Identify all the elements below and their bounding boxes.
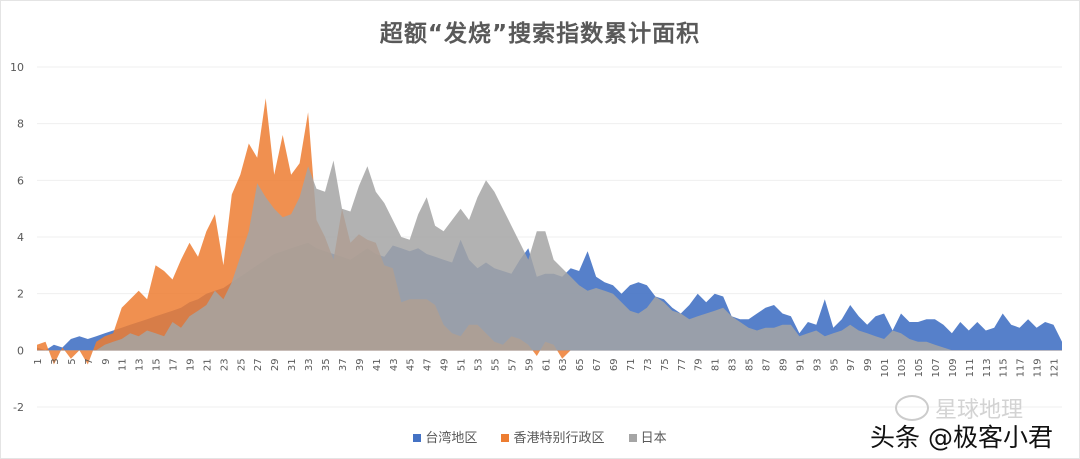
x-tick-label: 95 <box>829 358 840 371</box>
x-tick-label: 37 <box>338 358 349 371</box>
x-tick-label: 49 <box>440 358 451 371</box>
x-tick-label: 41 <box>372 358 383 371</box>
x-tick-label: 91 <box>795 358 806 371</box>
y-tick-label: 4 <box>17 231 24 244</box>
x-tick-label: 119 <box>1033 358 1044 377</box>
x-tick-label: 17 <box>169 358 180 371</box>
x-tick-label: 115 <box>999 358 1010 377</box>
x-tick-label: 109 <box>948 358 959 377</box>
watermark-author: 头条 @极客小君 <box>870 423 1053 452</box>
x-tick-label: 97 <box>846 358 857 371</box>
watermark-text: 星球地理 <box>935 398 1024 423</box>
x-tick-label: 11 <box>118 358 129 371</box>
x-tick-label: 47 <box>423 358 434 371</box>
x-tick-label: 63 <box>558 358 569 371</box>
x-tick-label: 53 <box>473 358 484 371</box>
x-tick-label: 89 <box>778 358 789 371</box>
x-tick-label: 103 <box>897 358 908 377</box>
x-tick-label: 19 <box>185 358 196 371</box>
x-tick-label: 33 <box>304 358 315 371</box>
x-tick-label: 83 <box>728 358 739 371</box>
y-tick-label: 6 <box>17 174 24 187</box>
x-tick-label: 65 <box>575 358 586 371</box>
legend-label: 日本 <box>640 431 667 446</box>
x-tick-label: 59 <box>524 358 535 371</box>
x-tick-label: 9 <box>101 358 112 364</box>
x-tick-label: 21 <box>202 358 213 371</box>
chart-title: 超额“发烧”搜索指数累计面积 <box>379 21 701 47</box>
x-tick-label: 71 <box>626 358 637 371</box>
x-tick-label: 107 <box>931 358 942 377</box>
x-tick-label: 43 <box>389 358 400 371</box>
legend-item-taiwan: 台湾地区 <box>413 431 477 446</box>
x-tick-label: 101 <box>880 358 891 377</box>
x-tick-label: 35 <box>321 358 332 371</box>
y-tick-label: 10 <box>10 61 24 74</box>
x-tick-label: 23 <box>219 358 230 371</box>
legend-swatch <box>501 434 510 442</box>
x-tick-label: 117 <box>1016 358 1027 377</box>
x-tick-label: 29 <box>270 358 281 371</box>
x-tick-label: 3 <box>50 358 61 364</box>
legend: 台湾地区 香港特别行政区 日本 <box>0 427 1080 446</box>
x-tick-label: 31 <box>287 358 298 371</box>
area-series-3 <box>37 160 1062 351</box>
wechat-icon <box>895 395 929 421</box>
x-tick-label: 87 <box>762 358 773 371</box>
x-tick-label: 13 <box>135 358 146 371</box>
x-tick-label: 39 <box>355 358 366 371</box>
x-tick-label: 15 <box>152 358 163 371</box>
x-tick-label: 99 <box>863 358 874 371</box>
legend-label: 香港特别行政区 <box>513 431 605 446</box>
legend-swatch <box>413 434 422 442</box>
y-tick-label: 2 <box>17 288 24 301</box>
x-tick-label: 81 <box>711 358 722 371</box>
x-tick-label: 45 <box>406 358 417 371</box>
x-tick-label: 1 <box>33 358 44 364</box>
x-tick-label: 75 <box>660 358 671 371</box>
x-tick-label: 77 <box>677 358 688 371</box>
x-tick-label: 73 <box>643 358 654 371</box>
x-tick-label: 5 <box>67 358 78 364</box>
x-tick-label: 57 <box>507 358 518 371</box>
legend-item-japan: 日本 <box>628 431 667 446</box>
x-tick-label: 111 <box>965 358 976 377</box>
y-tick-label: -2 <box>13 401 24 414</box>
x-tick-label: 105 <box>914 358 925 377</box>
x-tick-label: 113 <box>982 358 993 377</box>
x-tick-label: 85 <box>745 358 756 371</box>
x-tick-label: 69 <box>609 358 620 371</box>
x-tick-label: 55 <box>490 358 501 371</box>
x-tick-label: 61 <box>541 358 552 371</box>
x-tick-label: 67 <box>592 358 603 371</box>
x-tick-label: 93 <box>812 358 823 371</box>
y-tick-label: 0 <box>17 344 24 357</box>
x-tick-label: 7 <box>84 358 95 364</box>
x-tick-label: 79 <box>694 358 705 371</box>
x-tick-label: 51 <box>457 358 468 371</box>
legend-label: 台湾地区 <box>425 431 478 446</box>
legend-swatch <box>628 434 637 442</box>
x-tick-label: 25 <box>236 358 247 371</box>
legend-item-hongkong: 香港特别行政区 <box>501 431 605 446</box>
x-tick-label: 121 <box>1050 358 1061 377</box>
y-tick-label: 8 <box>17 118 24 131</box>
x-tick-label: 27 <box>253 358 264 371</box>
